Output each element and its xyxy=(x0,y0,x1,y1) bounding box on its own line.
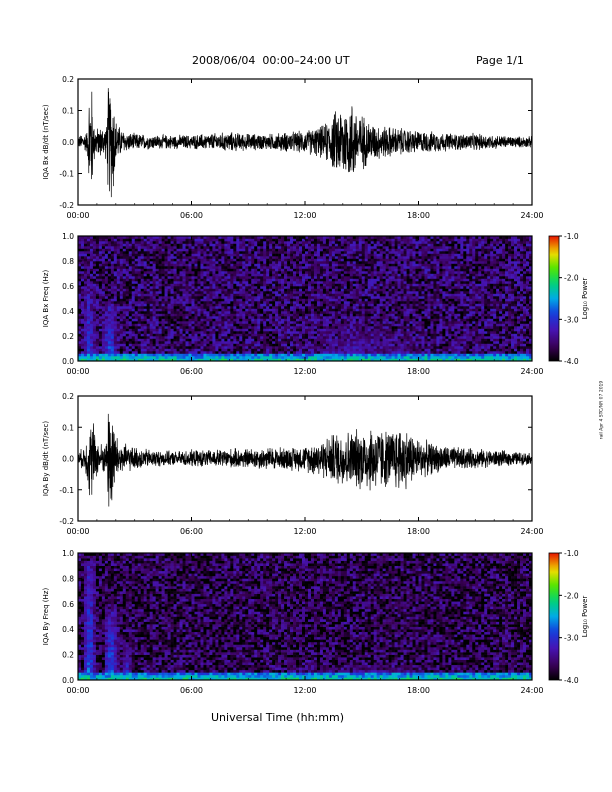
y-tick-label: 0.2 xyxy=(62,332,74,341)
colorbar-tick-label: -1.0 xyxy=(564,232,579,241)
y-tick-label: 0.1 xyxy=(62,423,74,432)
colorbar-4: -1.0 -2.0 -3.0 -4.0 Log₁₀ Power xyxy=(548,549,589,685)
y-tick-label: 0.2 xyxy=(62,75,74,84)
y-tick-label: 0.0 xyxy=(62,676,74,685)
x-tick-label: 18:00 xyxy=(407,527,430,536)
panel-2-axes: 00:00 06:00 12:00 18:00 24:00 1.0 0.8 0.6 0.4 0.2… xyxy=(42,232,544,376)
colorbar-scale xyxy=(548,552,560,681)
y-axis-label: IQA By Freq (Hz) xyxy=(42,588,50,646)
data-series-line xyxy=(78,413,532,507)
x-tick-label: 00:00 xyxy=(66,367,89,376)
x-tick-label: 24:00 xyxy=(520,367,543,376)
x-tick-label: 24:00 xyxy=(520,686,543,695)
page-indicator: Page 1/1 xyxy=(476,54,524,67)
x-tick-label: 00:00 xyxy=(66,211,89,220)
x-tick-label: 18:00 xyxy=(407,367,430,376)
y-tick-label: 0.2 xyxy=(62,392,74,401)
colorbar-scale xyxy=(548,235,560,362)
y-tick-label: 1.0 xyxy=(62,549,74,558)
colorbar-tick-label: -1.0 xyxy=(564,549,579,558)
x-axis-title: Universal Time (hh:mm) xyxy=(211,711,344,724)
x-tick-label: 12:00 xyxy=(293,527,316,536)
y-tick-label: -0.2 xyxy=(59,517,74,526)
y-tick-label: -0.1 xyxy=(59,170,74,179)
heatmap-cells xyxy=(78,236,533,362)
panel-1-axes: 00:00 06:00 12:00 18:00 24:00 0.2 0.1 0.0 -0.1 -0… xyxy=(42,75,544,220)
y-tick-label: 0.4 xyxy=(62,307,74,316)
x-tick-label: 12:00 xyxy=(293,211,316,220)
side-note: rail Apr 4 STC/NR 07 2019 xyxy=(599,380,605,440)
y-tick-label: -0.2 xyxy=(59,201,74,210)
panel-4-axes: 00:00 06:00 12:00 18:00 24:00 1.0 0.8 0.6 0.4 0.2… xyxy=(42,549,544,695)
x-tick-label: 18:00 xyxy=(407,686,430,695)
colorbar-tick-label: -3.0 xyxy=(564,315,579,324)
x-tick-label: 06:00 xyxy=(180,527,203,536)
x-tick-label: 24:00 xyxy=(520,211,543,220)
colorbar-tick-label: -2.0 xyxy=(564,274,579,283)
colorbar-label: Log₁₀ Power xyxy=(581,596,589,638)
y-tick-label: 1.0 xyxy=(62,232,74,241)
y-tick-label: -0.1 xyxy=(59,486,74,495)
colorbar-label: Log₁₀ Power xyxy=(581,278,589,320)
y-tick-label: 0.0 xyxy=(62,455,74,464)
colorbar-2: -1.0 -2.0 -3.0 -4.0 Log₁₀ Power xyxy=(548,232,589,366)
colorbar-tick-label: -2.0 xyxy=(564,591,579,600)
heatmap-cells xyxy=(78,553,533,681)
y-axis-label: IQA Bx Freq (Hz) xyxy=(42,270,50,328)
x-tick-label: 18:00 xyxy=(407,211,430,220)
y-tick-label: 0.2 xyxy=(62,651,74,660)
y-axis-label: IQA Bx dB/dt (nT/sec) xyxy=(42,104,50,179)
colorbar-tick-label: -3.0 xyxy=(564,634,579,643)
y-tick-label: 0.0 xyxy=(62,138,74,147)
x-tick-label: 06:00 xyxy=(180,211,203,220)
y-tick-label: 0.0 xyxy=(62,357,74,366)
x-tick-label: 06:00 xyxy=(180,686,203,695)
data-series-line xyxy=(78,88,532,198)
y-tick-label: 0.1 xyxy=(62,107,74,116)
y-tick-label: 0.6 xyxy=(62,282,74,291)
y-tick-label: 0.4 xyxy=(62,625,74,634)
x-tick-label: 00:00 xyxy=(66,527,89,536)
colorbar-tick-label: -4.0 xyxy=(564,357,579,366)
x-tick-label: 12:00 xyxy=(293,686,316,695)
y-tick-label: 0.6 xyxy=(62,600,74,609)
figure-title: 2008/06/04 00:00–24:00 UT xyxy=(192,54,350,67)
colorbar-tick-label: -4.0 xyxy=(564,676,579,685)
x-tick-label: 12:00 xyxy=(293,367,316,376)
x-tick-label: 00:00 xyxy=(66,686,89,695)
y-axis-label: IQA By dB/dt (nT/sec) xyxy=(42,421,50,496)
x-tick-label: 06:00 xyxy=(180,367,203,376)
panel-3-axes: 00:00 06:00 12:00 18:00 24:00 0.2 0.1 0.0 -0.1 -0… xyxy=(42,392,544,536)
y-tick-label: 0.8 xyxy=(62,257,74,266)
y-tick-label: 0.8 xyxy=(62,574,74,583)
x-tick-label: 24:00 xyxy=(520,527,543,536)
